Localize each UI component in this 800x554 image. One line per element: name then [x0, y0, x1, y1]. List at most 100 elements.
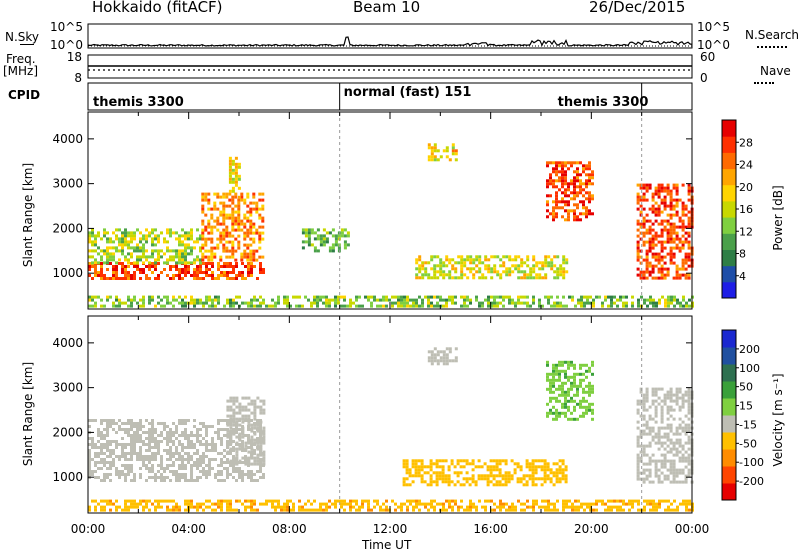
power-cell [439, 295, 442, 299]
power-cell [517, 264, 521, 268]
power-cell [451, 146, 455, 150]
velocity-cell [103, 499, 106, 503]
power-cell [355, 298, 358, 302]
velocity-cell [235, 453, 239, 457]
power-cell [160, 255, 163, 259]
power-cell [508, 258, 512, 262]
power-cell [211, 298, 214, 302]
power-colorbar-segment [722, 120, 736, 137]
station-title: Hokkaido (fitACF) [92, 0, 223, 16]
velocity-cell [100, 434, 103, 437]
velocity-cell [531, 474, 535, 478]
velocity-cell [130, 502, 133, 506]
velocity-cell [520, 502, 523, 506]
velocity-cell [678, 438, 682, 442]
velocity-cell [133, 425, 136, 428]
velocity-cell [541, 499, 544, 503]
velocity-cell [229, 435, 233, 439]
power-cell [228, 156, 232, 160]
velocity-cell [687, 387, 691, 391]
velocity-cell [187, 437, 190, 440]
power-cell [259, 268, 262, 271]
velocity-cell [151, 467, 154, 470]
power-cell [684, 213, 688, 217]
velocity-cell [361, 505, 364, 509]
velocity-cell [501, 459, 505, 463]
velocity-cell [124, 455, 127, 458]
velocity-cell [175, 479, 178, 482]
velocity-cell [567, 393, 570, 397]
power-cell [589, 301, 592, 305]
velocity-cell [172, 431, 175, 434]
power-cell [301, 228, 305, 232]
velocity-cell [250, 435, 254, 439]
velocity-cell [175, 446, 178, 449]
velocity-cell [648, 480, 652, 484]
power-cell [234, 258, 238, 262]
velocity-cell [436, 350, 440, 354]
velocity-cell [253, 499, 256, 503]
power-cell [490, 295, 493, 299]
power-cell [562, 276, 566, 280]
velocity-cell [226, 408, 230, 412]
power-cell [445, 301, 448, 305]
velocity-cell [643, 508, 646, 512]
power-cell [106, 277, 109, 280]
velocity-cell [666, 438, 670, 442]
velocity-cell [187, 440, 190, 443]
freq-tick-high: 18 [67, 50, 82, 64]
velocity-cell [675, 402, 679, 406]
velocity-cell [657, 474, 661, 478]
velocity-cell [217, 464, 220, 467]
power-cell [229, 301, 232, 305]
power-cell [157, 255, 160, 259]
power-cell [216, 222, 220, 226]
velocity-cell [226, 461, 229, 464]
velocity-cell [549, 408, 552, 412]
power-colorbar-label: 20 [739, 181, 753, 194]
power-cell [298, 295, 301, 299]
velocity-cell [669, 405, 673, 409]
power-cell [687, 276, 691, 280]
velocity-cell [202, 437, 205, 440]
velocity-cell [555, 408, 558, 412]
power-cell [88, 234, 91, 238]
power-colorbar-segment [722, 168, 736, 186]
velocity-cell [154, 446, 157, 449]
velocity-cell [610, 499, 613, 503]
power-cell [295, 295, 298, 299]
power-cell [118, 249, 121, 253]
velocity-cell [669, 480, 673, 484]
power-cell [157, 262, 160, 265]
velocity-cell [456, 474, 460, 478]
velocity-cell [235, 396, 239, 400]
power-cell [406, 301, 409, 305]
velocity-cell [259, 470, 262, 473]
power-cell [451, 301, 454, 305]
power-cell [550, 267, 554, 271]
power-cell [409, 298, 412, 302]
velocity-cell [648, 456, 652, 460]
velocity-cell [235, 428, 238, 431]
velocity-cell [178, 443, 181, 446]
power-cell [567, 215, 570, 219]
velocity-cell [241, 420, 245, 424]
velocity-cell [235, 499, 238, 503]
velocity-cell [211, 425, 214, 428]
velocity-cell [175, 425, 178, 428]
power-cell [657, 267, 661, 271]
power-cell [228, 177, 232, 181]
velocity-cell [280, 508, 283, 512]
power-cell [205, 295, 208, 299]
power-cell [217, 262, 220, 265]
power-cell [481, 301, 484, 305]
power-cell [469, 267, 473, 271]
velocity-cell [619, 508, 622, 512]
velocity-cell [528, 477, 532, 481]
velocity-cell [202, 473, 205, 476]
velocity-cell [226, 414, 230, 418]
velocity-cell [568, 505, 571, 509]
velocity-cell [121, 422, 124, 425]
velocity-cell [549, 387, 552, 391]
power-cell [655, 301, 658, 305]
